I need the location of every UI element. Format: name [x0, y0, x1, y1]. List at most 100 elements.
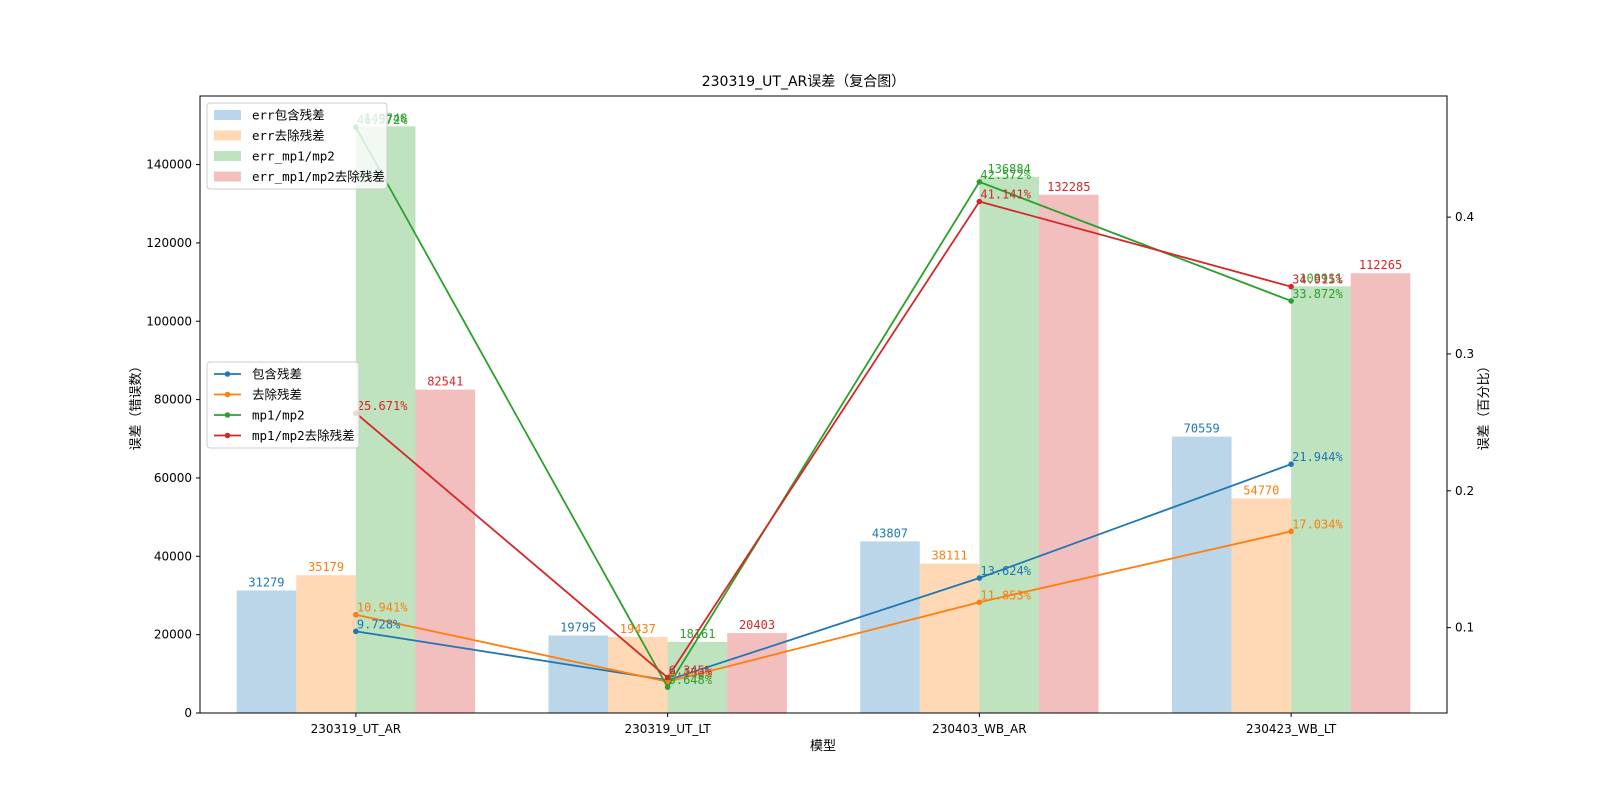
plot-frame — [199, 95, 1448, 714]
bar — [355, 126, 416, 713]
legend-entry: err_mp1/mp2去除残差 — [252, 169, 385, 184]
line-point — [664, 674, 671, 681]
y2-tick-label: 0.1 — [1455, 621, 1474, 635]
bar-value-label: 38111 — [932, 549, 968, 563]
bar — [548, 635, 609, 713]
bar-value-label: 35179 — [308, 560, 344, 574]
point-value-label: 10.941% — [357, 601, 408, 615]
series-line — [355, 530, 1292, 683]
bar — [727, 633, 787, 713]
lines-layer — [353, 124, 1294, 690]
legend-entry: mp1/mp2去除残差 — [252, 428, 355, 443]
legend-swatch — [214, 130, 241, 141]
bar-value-label: 19437 — [620, 622, 656, 636]
bar — [1038, 194, 1099, 714]
point-value-label: 6.156% — [669, 666, 713, 680]
bar-value-label: 136884 — [987, 162, 1030, 176]
legend-swatch — [214, 171, 241, 182]
line-point — [664, 684, 671, 690]
bar — [919, 563, 980, 713]
legend-entry: 包含残差 — [252, 367, 302, 382]
y-tick-label: 60000 — [154, 471, 192, 485]
legend-marker — [224, 391, 231, 398]
legend-marker — [224, 432, 231, 439]
series-line — [355, 200, 1292, 679]
bar-value-label: 108911 — [1299, 271, 1342, 285]
legend-entry: err包含残差 — [252, 108, 325, 123]
legend-frame — [206, 361, 360, 449]
line-point — [353, 628, 359, 635]
x-tick-label: 230423_WB_LT — [1246, 722, 1337, 736]
x-tick-label: 230319_UT_LT — [624, 722, 711, 736]
bar — [860, 541, 920, 713]
point-value-label: 42.572% — [980, 168, 1031, 182]
bar-value-label: 19795 — [560, 620, 596, 634]
y2-tick-label: 0.2 — [1455, 484, 1474, 498]
point-value-label: 9.728% — [357, 617, 401, 631]
labels-layer: 31279 19795 43807 70559 35179 19437 38111 54770… — [248, 111, 1402, 687]
y-tick-label: 20000 — [154, 628, 192, 642]
y-axis-title: 误差（错误数） — [129, 359, 144, 450]
series-line — [355, 126, 1292, 689]
series-line — [355, 463, 1292, 682]
line-point — [976, 198, 983, 205]
y-axis-right: 0.1 0.2 0.3 0.4 — [1447, 210, 1474, 635]
point-value-label: 13.624% — [980, 564, 1031, 578]
bar-value-label: 18161 — [679, 627, 715, 641]
legend-marker — [224, 371, 231, 377]
x-axis-title: 模型 — [810, 739, 836, 754]
y2-axis-title: 误差（百分比） — [1477, 359, 1492, 450]
y-tick-label: 120000 — [146, 236, 192, 250]
bar — [296, 575, 356, 713]
line-point — [1288, 461, 1294, 467]
bar-value-label: 82541 — [427, 375, 463, 389]
line-point — [976, 599, 983, 606]
legend-entry: err_mp1/mp2 — [252, 149, 335, 164]
x-axis: 230319_UT_AR 230319_UT_LT 230403_WB_AR 2304… — [311, 713, 1337, 736]
bars-layer — [236, 126, 1411, 714]
bar-value-label: 54770 — [1243, 483, 1279, 497]
line-point — [1288, 283, 1294, 290]
bar — [1171, 436, 1232, 713]
legend-marker — [224, 412, 231, 418]
point-value-label: 34.915% — [1292, 273, 1343, 287]
point-value-label: 6.345% — [669, 664, 713, 678]
legend-bars: err包含残差 err去除残差 err_mp1/mp2 err_mp1/mp2去除残差 — [206, 102, 388, 190]
legend-entry: 去除残差 — [252, 387, 302, 402]
point-value-label: 21.944% — [1292, 450, 1343, 464]
point-value-label: 5.648% — [669, 673, 713, 687]
point-value-label: 6.045% — [669, 668, 713, 682]
y-tick-label: 140000 — [146, 158, 192, 172]
y-tick-label: 100000 — [146, 314, 192, 328]
y-tick-label: 80000 — [154, 393, 192, 407]
bar-value-label: 132285 — [1047, 180, 1090, 194]
bar-value-label: 31279 — [248, 575, 284, 589]
bar — [415, 389, 476, 713]
point-value-label: 17.034% — [1292, 517, 1343, 531]
legend-entry: err去除残差 — [252, 128, 325, 143]
line-point — [976, 575, 983, 581]
point-value-label: 11.853% — [980, 588, 1031, 602]
bar — [1231, 498, 1292, 713]
y2-tick-label: 0.3 — [1455, 347, 1474, 361]
bar-value-label: 43807 — [872, 526, 908, 540]
bar — [236, 590, 297, 713]
legend-entry: mp1/mp2 — [252, 408, 305, 423]
x-tick-label: 230403_WB_AR — [932, 722, 1026, 736]
bar — [1291, 286, 1351, 713]
legend-swatch — [214, 151, 241, 161]
bar — [1350, 273, 1411, 713]
y-tick-label: 0 — [184, 706, 192, 720]
line-point — [1288, 528, 1294, 535]
bar-value-label: 112265 — [1359, 258, 1402, 272]
line-point — [353, 611, 359, 618]
x-tick-label: 230319_UT_AR — [311, 722, 401, 736]
y-tick-label: 40000 — [154, 549, 192, 563]
y2-tick-label: 0.4 — [1455, 210, 1474, 224]
legend-swatch — [214, 110, 241, 120]
line-point — [1288, 298, 1294, 304]
point-value-label: 41.141% — [980, 187, 1031, 201]
point-value-label: 25.671% — [357, 399, 408, 413]
